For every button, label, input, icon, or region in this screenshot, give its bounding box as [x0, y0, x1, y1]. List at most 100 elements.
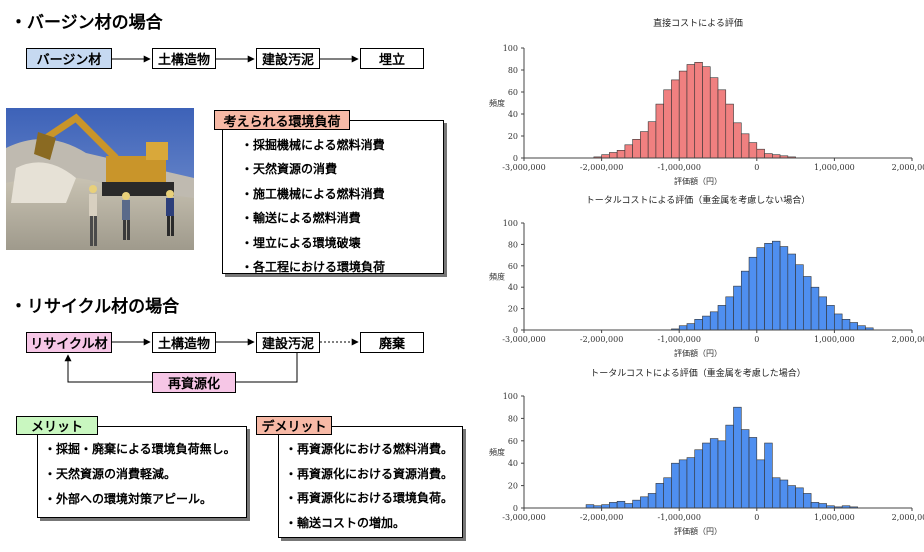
histogram-bar	[733, 406, 742, 509]
histogram-bar	[694, 61, 703, 159]
y-tick-label: 100	[503, 219, 518, 228]
histogram-bar	[810, 502, 820, 509]
histogram-bar	[818, 296, 827, 331]
excavator-photo	[6, 108, 194, 250]
histogram-bar	[601, 504, 610, 509]
x-tick-label: 2,000,000	[892, 163, 924, 172]
y-tick-label: 40	[508, 283, 518, 292]
histogram-bar	[725, 424, 734, 509]
y-tick-label: 60	[508, 437, 518, 446]
chart-title: 直接コストによる評価	[653, 17, 743, 29]
histogram-bar	[772, 240, 781, 331]
histogram-bar	[686, 64, 696, 159]
y-tick-label: 80	[508, 414, 518, 423]
histogram-bar	[702, 442, 711, 509]
histogram-bar	[717, 89, 727, 159]
recycle-heading: ・リサイクル材の場合	[10, 297, 180, 317]
demerit-item: ・再資源化における環境負荷。	[285, 491, 454, 505]
histogram-bar	[857, 325, 866, 331]
histogram-bar	[663, 477, 672, 509]
environmental-loads-box: ・採掘機械による燃料消費 ・天然資源の消費 ・施工機械による燃料消費 ・輸送によ…	[222, 120, 444, 274]
histogram-bar	[647, 493, 657, 509]
histogram-bar	[686, 457, 696, 509]
x-tick-label: 0	[754, 163, 759, 172]
histogram-bar	[756, 148, 765, 159]
y-tick-label: 100	[503, 392, 518, 401]
load-item: ・天然資源の消費	[241, 162, 338, 177]
histogram-bar	[640, 131, 649, 159]
demerit-title: デメリット	[256, 416, 332, 435]
merit-item: ・採掘・廃棄による環境負荷無し。	[44, 442, 236, 456]
x-axis-label: 評価額（円）	[674, 526, 722, 536]
histogram-bar	[725, 296, 734, 331]
histogram-bar	[717, 440, 727, 509]
histogram-bar	[616, 500, 626, 509]
y-tick-label: 60	[508, 262, 518, 271]
histogram-bar	[756, 459, 765, 509]
histogram-bar	[632, 499, 641, 509]
x-tick-label: 2,000,000	[892, 513, 924, 522]
histogram-bar	[795, 487, 804, 509]
loop-line-right	[236, 352, 298, 383]
demerit-item: ・再資源化における資源消費。	[285, 466, 454, 481]
demerit-item: ・再資源化における燃料消費。	[285, 442, 454, 456]
environmental-loads-title: 考えられる環境負荷	[214, 110, 350, 130]
histogram-bar	[725, 103, 734, 159]
merit-item: ・外部への環境対策アピール。	[44, 492, 213, 506]
histogram-bar	[647, 121, 657, 159]
y-tick-label: 60	[508, 88, 518, 97]
x-tick-label: -3,000,000	[502, 163, 545, 172]
histogram-bar	[810, 286, 820, 331]
y-axis-label: 頻度	[489, 447, 505, 457]
histogram-total-cost-no-metal: トータルコストによる評価（重金属を考慮しない場合） 0 20 40 60 80 100 頻度 -…	[489, 194, 924, 358]
histogram-bar	[671, 79, 680, 159]
flow-arrows	[64, 55, 359, 383]
flow-disposal: 廃棄	[360, 332, 424, 353]
x-tick-label: -1,000,000	[657, 513, 700, 522]
chart-title: トータルコストによる評価（重金属を考慮した場合）	[590, 367, 806, 379]
histogram-bar	[740, 429, 750, 509]
y-tick-label: 0	[513, 504, 518, 513]
flow-recycling-loop: 再資源化	[152, 372, 236, 393]
demerit-item: ・輸送コストの増加。	[285, 515, 406, 530]
histogram-bar	[702, 315, 711, 331]
histogram-bar	[764, 442, 773, 509]
y-tick-label: 0	[513, 154, 518, 163]
flow-earth-structure: 土構造物	[152, 48, 216, 69]
histogram-bar	[818, 503, 827, 509]
flow-construction-sludge: 建設汚泥	[256, 48, 320, 69]
histogram-bar	[748, 142, 758, 159]
flow-recycled-material: リサイクル材	[26, 332, 112, 353]
histogram-bar	[655, 483, 664, 509]
x-tick-label: 2,000,000	[892, 335, 924, 344]
x-tick-label: -1,000,000	[657, 163, 700, 172]
histogram-bar	[686, 323, 696, 331]
loop-line-left	[64, 354, 152, 383]
histogram-bar	[748, 437, 758, 509]
flow-virgin-material: バージン材	[26, 48, 112, 69]
histogram-total-cost-with-metal: トータルコストによる評価（重金属を考慮した場合） 0 20 40 60 80 100 頻度 -3…	[489, 367, 924, 536]
demerit-box: ・再資源化における燃料消費。 ・再資源化における資源消費。 ・再資源化における環…	[278, 426, 463, 538]
x-tick-label: -1,000,000	[657, 335, 700, 344]
flow-earth-structure-2: 土構造物	[152, 332, 216, 353]
x-tick-label: 1,000,000	[814, 163, 855, 172]
y-tick-label: 40	[508, 459, 518, 468]
histogram-bar	[624, 503, 633, 509]
x-tick-label: -2,000,000	[580, 335, 623, 344]
histogram-bar	[834, 313, 843, 331]
y-tick-label: 0	[513, 326, 518, 335]
histogram-bar	[694, 449, 703, 509]
histogram-bar	[632, 139, 641, 159]
merit-title: メリット	[16, 416, 98, 435]
x-tick-label: -3,000,000	[502, 335, 545, 344]
histogram-bar	[709, 77, 719, 159]
histogram-bar	[616, 150, 626, 159]
histogram-bar	[764, 243, 773, 331]
y-tick-label: 20	[508, 305, 518, 314]
load-item: ・施工機械による燃料消費	[241, 186, 385, 201]
histogram-bar	[803, 493, 812, 509]
y-tick-label: 80	[508, 240, 518, 249]
histogram-bar	[733, 285, 742, 331]
histogram-bar	[609, 502, 618, 509]
histogram-bar	[756, 247, 765, 331]
